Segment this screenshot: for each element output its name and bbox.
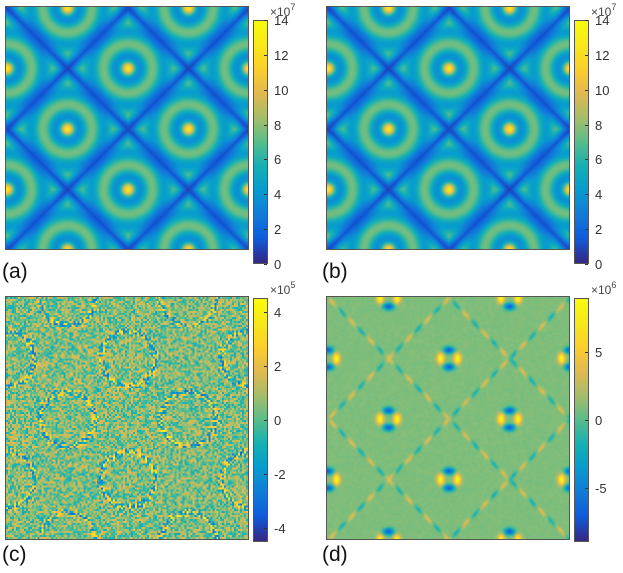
colorbar-tickmark (585, 55, 588, 56)
colorbar-tick-label: 6 (274, 152, 282, 167)
colorbar-tickmark (264, 55, 267, 56)
colorbar-tickmark (585, 420, 588, 421)
colorbar (253, 20, 268, 264)
colorbar-scale-base: ×10 (270, 5, 291, 19)
colorbar-tickmark (585, 264, 588, 265)
colorbar-tick-label: 0 (274, 413, 282, 428)
colorbar-tickmark (264, 366, 267, 367)
colorbar-tickmark (585, 229, 588, 230)
colorbar-tick-label: 0 (595, 257, 603, 272)
colorbar-tickmark (585, 90, 588, 91)
colorbar-gradient (575, 299, 588, 541)
colorbar-tickmark (585, 194, 588, 195)
colorbar-tickmark (264, 90, 267, 91)
colorbar-tickmark (585, 352, 588, 353)
heatmap (326, 6, 570, 250)
heatmap-canvas (6, 297, 248, 539)
colorbar-gradient (575, 21, 588, 263)
colorbar-tickmark (264, 229, 267, 230)
colorbar-tickmark (264, 125, 267, 126)
colorbar-scale-base: ×10 (591, 283, 612, 297)
colorbar-tickmark (264, 264, 267, 265)
colorbar-tick-label: 10 (595, 83, 610, 98)
colorbar-tick-label: 4 (274, 305, 282, 320)
colorbar-tickmark (585, 125, 588, 126)
colorbar-tickmark (264, 159, 267, 160)
colorbar-tick-label: 4 (274, 187, 282, 202)
colorbar-tick-label: 14 (274, 13, 289, 28)
colorbar (574, 298, 589, 542)
colorbar-tick-label: 14 (595, 13, 610, 28)
colorbar-scale-label: ×107 (270, 2, 296, 19)
colorbar-gradient (254, 299, 267, 541)
colorbar-scale-exponent: 5 (290, 280, 296, 290)
colorbar-tick-label: -5 (595, 481, 607, 496)
heatmap-canvas (6, 7, 248, 249)
colorbar-tickmark (585, 159, 588, 160)
colorbar-tick-label: 12 (274, 48, 289, 63)
colorbar-tick-label: 4 (595, 187, 603, 202)
heatmap (326, 296, 570, 540)
heatmap (5, 296, 249, 540)
colorbar-gradient (254, 21, 267, 263)
colorbar-scale-base: ×10 (270, 283, 291, 297)
colorbar-scale-label: ×106 (591, 280, 617, 297)
colorbar (574, 20, 589, 264)
colorbar-tickmark (585, 488, 588, 489)
panel-label: (b) (322, 260, 348, 283)
colorbar-tickmark (264, 20, 267, 21)
colorbar-scale-exponent: 7 (290, 2, 296, 12)
colorbar-tickmark (264, 194, 267, 195)
colorbar-tick-label: 5 (595, 345, 603, 360)
colorbar-tick-label: 0 (595, 413, 603, 428)
colorbar-tick-label: 8 (595, 118, 603, 133)
heatmap-canvas (327, 7, 569, 249)
colorbar-tick-label: 6 (595, 152, 603, 167)
colorbar-tick-label: 10 (274, 83, 289, 98)
colorbar-scale-exponent: 6 (611, 280, 617, 290)
colorbar (253, 298, 268, 542)
heatmap-canvas (327, 297, 569, 539)
colorbar-tick-label: 8 (274, 118, 282, 133)
colorbar-tickmark (264, 312, 267, 313)
colorbar-tick-label: 2 (274, 359, 282, 374)
panel-label: (a) (2, 260, 28, 283)
colorbar-tick-label: -4 (274, 521, 286, 536)
colorbar-tickmark (264, 474, 267, 475)
panel-label: (c) (2, 543, 27, 566)
colorbar-tickmark (264, 420, 267, 421)
colorbar-tickmark (585, 20, 588, 21)
colorbar-tick-label: 2 (595, 222, 603, 237)
panel-label: (d) (322, 543, 348, 566)
colorbar-scale-exponent: 7 (611, 2, 617, 12)
colorbar-tick-label: 12 (595, 48, 610, 63)
colorbar-tick-label: 0 (274, 257, 282, 272)
colorbar-tick-label: -2 (274, 467, 286, 482)
colorbar-scale-base: ×10 (591, 5, 612, 19)
colorbar-scale-label: ×105 (270, 280, 296, 297)
colorbar-tick-label: 2 (274, 222, 282, 237)
heatmap (5, 6, 249, 250)
colorbar-tickmark (264, 528, 267, 529)
colorbar-scale-label: ×107 (591, 2, 617, 19)
